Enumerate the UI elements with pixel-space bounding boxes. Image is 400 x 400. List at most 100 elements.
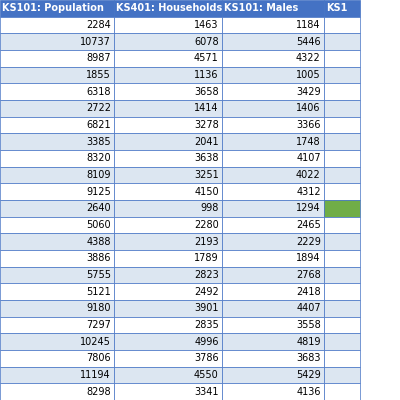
Text: 1136: 1136 [194,70,219,80]
Bar [114,283,222,300]
Bar [222,217,324,233]
Text: 2465: 2465 [296,220,321,230]
Bar [324,250,360,267]
Text: 1789: 1789 [194,253,219,263]
Text: 4150: 4150 [194,187,219,197]
Bar [0,67,114,83]
Bar [114,367,222,383]
Text: 10737: 10737 [80,37,111,47]
Bar [324,83,360,100]
Bar [114,200,222,217]
Bar [0,83,114,100]
Bar [324,367,360,383]
Bar [114,233,222,250]
Text: 4550: 4550 [194,370,219,380]
Bar [0,333,114,350]
Bar [324,383,360,400]
Bar [222,183,324,200]
Bar [114,50,222,67]
Text: 3786: 3786 [194,353,219,363]
Bar [0,250,114,267]
Text: 3341: 3341 [194,387,219,397]
Bar [114,250,222,267]
Bar [324,300,360,317]
Text: 2041: 2041 [194,137,219,147]
Bar [222,317,324,333]
Bar [324,350,360,367]
Bar [324,50,360,67]
Text: 3886: 3886 [86,253,111,263]
Bar [324,33,360,50]
Text: 3658: 3658 [194,87,219,97]
Bar [222,267,324,283]
Bar [222,167,324,183]
Text: 3366: 3366 [296,120,321,130]
Bar [0,117,114,133]
Text: 2640: 2640 [86,203,111,213]
Bar [0,317,114,333]
Bar [0,217,114,233]
Text: 3558: 3558 [296,320,321,330]
Bar [114,133,222,150]
Bar [114,350,222,367]
Text: 1005: 1005 [296,70,321,80]
Bar [114,117,222,133]
Bar [324,200,360,217]
Text: 8320: 8320 [86,153,111,163]
Bar [222,250,324,267]
Text: 4022: 4022 [296,170,321,180]
Text: 1463: 1463 [194,20,219,30]
Bar [0,133,114,150]
Text: 1748: 1748 [296,137,321,147]
Bar [222,100,324,117]
Text: 2229: 2229 [296,237,321,247]
Text: 2823: 2823 [194,270,219,280]
Text: 2492: 2492 [194,287,219,297]
Bar [114,33,222,50]
Text: 3683: 3683 [296,353,321,363]
Bar [324,150,360,167]
Bar [114,150,222,167]
Bar [222,67,324,83]
Text: 4388: 4388 [86,237,111,247]
Text: 1184: 1184 [296,20,321,30]
Bar [324,183,360,200]
Bar [324,117,360,133]
Text: 3429: 3429 [296,87,321,97]
Bar [324,0,360,17]
Bar [222,133,324,150]
Text: 2722: 2722 [86,103,111,113]
Bar [0,50,114,67]
Text: 2768: 2768 [296,270,321,280]
Bar [324,67,360,83]
Text: KS401: Households: KS401: Households [116,3,222,13]
Bar [324,217,360,233]
Bar [0,283,114,300]
Text: KS101: Males: KS101: Males [224,3,298,13]
Bar [222,117,324,133]
Bar [0,167,114,183]
Bar [324,267,360,283]
Bar [0,183,114,200]
Text: 998: 998 [200,203,219,213]
Bar [222,383,324,400]
Bar [114,83,222,100]
Text: 1294: 1294 [296,203,321,213]
Bar [222,283,324,300]
Text: 7297: 7297 [86,320,111,330]
Bar [114,300,222,317]
Bar [0,350,114,367]
Text: 3385: 3385 [86,137,111,147]
Text: 9125: 9125 [86,187,111,197]
Text: 5121: 5121 [86,287,111,297]
Bar [324,283,360,300]
Text: 2280: 2280 [194,220,219,230]
Bar [0,100,114,117]
Text: 3901: 3901 [194,303,219,313]
Bar [222,33,324,50]
Bar [222,50,324,67]
Text: 7806: 7806 [86,353,111,363]
Text: 4322: 4322 [296,53,321,63]
Bar [114,17,222,33]
Text: 2835: 2835 [194,320,219,330]
